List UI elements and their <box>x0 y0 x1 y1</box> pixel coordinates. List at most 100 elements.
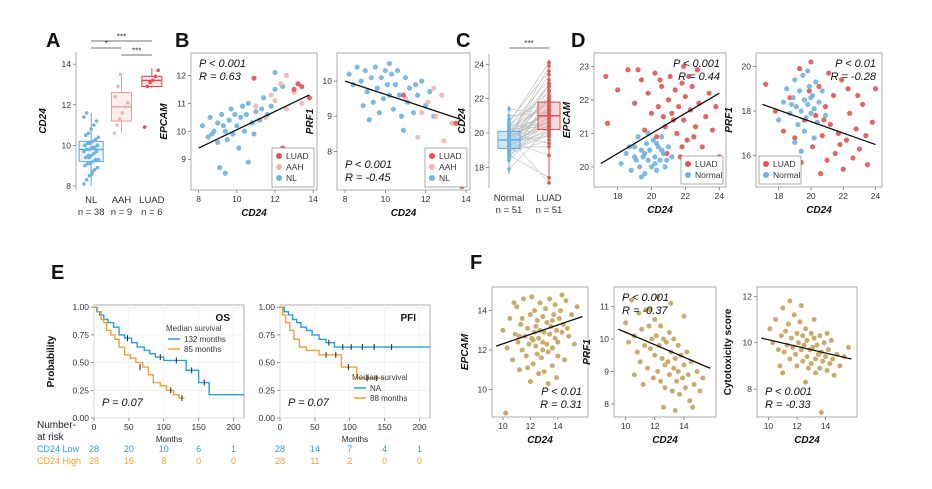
data-point-normal <box>801 128 808 134</box>
data-point-normal <box>642 171 648 177</box>
data-point-aah <box>433 113 439 119</box>
x-tick-label: 20 <box>647 191 657 201</box>
data-point-luad <box>547 120 551 125</box>
data-point-nl <box>90 171 94 176</box>
data-point-nl <box>354 64 360 70</box>
data-point <box>671 365 677 371</box>
data-point-luad <box>547 126 551 130</box>
p-value: P = 0.07 <box>102 397 144 409</box>
data-point-nl <box>218 111 225 118</box>
data-point-luad <box>657 77 663 83</box>
r-value: R = -0.33 <box>765 399 811 411</box>
data-point-nl <box>253 109 259 115</box>
x-tick-label: 20 <box>806 191 816 201</box>
data-point <box>628 297 634 303</box>
data-point-luad <box>830 92 837 99</box>
data-point-nl <box>346 71 352 77</box>
data-point-nl <box>427 89 433 95</box>
significance-label: *** <box>117 33 126 42</box>
data-point-luad <box>547 69 551 73</box>
data-point-luad <box>821 117 827 123</box>
data-point <box>798 303 804 309</box>
data-point <box>545 381 551 387</box>
data-point-luad <box>699 144 705 150</box>
risk-count: 20 <box>124 444 134 454</box>
plot-frame <box>279 304 431 419</box>
data-point <box>767 326 773 332</box>
y-tick-label: 8 <box>747 384 752 394</box>
data-point <box>549 363 555 369</box>
y-axis-label: PRF1 <box>305 108 316 134</box>
data-point-nl <box>245 159 251 165</box>
data-point <box>564 325 570 331</box>
risk-count: 11 <box>310 456 319 466</box>
x-tick-label: 12 <box>526 421 536 431</box>
risk-row-label: CD24 High <box>37 456 81 466</box>
data-point <box>797 319 803 325</box>
data-point <box>512 331 518 337</box>
panel-letter-e: E <box>51 262 64 284</box>
plot-frame <box>491 286 589 418</box>
x-tick-label: 12 <box>270 194 280 204</box>
p-value: P = 0.07 <box>288 397 330 409</box>
data-point-nl <box>91 159 95 164</box>
data-point <box>574 304 580 310</box>
data-point-normal <box>645 157 651 163</box>
data-point-luad <box>797 66 803 72</box>
data-point <box>552 335 558 341</box>
p-value: P < 0.001 <box>673 58 720 70</box>
y-tick-label: 11 <box>600 302 609 312</box>
data-point-nl <box>259 106 265 112</box>
data-point-nl <box>374 85 380 91</box>
data-point <box>773 317 779 322</box>
data-point <box>808 361 814 367</box>
data-point-normal <box>632 144 638 150</box>
data-point <box>681 362 687 368</box>
data-point-nl <box>88 161 93 166</box>
data-point-luad <box>400 92 407 98</box>
data-point <box>665 359 671 365</box>
data-point <box>555 353 561 359</box>
data-point-luad <box>547 181 551 185</box>
data-point <box>562 357 568 363</box>
legend-label: AAH <box>439 162 456 172</box>
y-tick-label: 20 <box>742 61 752 71</box>
data-point-nl <box>224 137 230 143</box>
data-point <box>526 341 532 347</box>
legend-label: Normal <box>695 170 723 180</box>
data-point <box>544 319 550 325</box>
data-point-luad <box>156 68 160 73</box>
data-point <box>800 358 806 364</box>
data-point <box>788 335 794 341</box>
data-point <box>825 347 831 353</box>
data-point-luad <box>547 98 551 103</box>
data-point-nl <box>260 95 267 101</box>
data-point-normal <box>642 150 648 157</box>
data-point-normal <box>790 95 796 101</box>
significance-label: *** <box>524 39 533 48</box>
legend-marker <box>763 161 769 167</box>
category-label: LUAD <box>139 195 164 206</box>
y-axis-label: EPCAM <box>460 333 471 370</box>
data-point <box>534 317 540 323</box>
data-point-nl <box>95 165 100 170</box>
data-point-luad <box>635 67 641 73</box>
data-point <box>547 296 553 302</box>
data-point-normal <box>507 167 511 171</box>
data-point-luad <box>667 73 673 80</box>
data-point-nl <box>368 74 374 81</box>
x-tick-label: 8 <box>196 194 201 204</box>
data-point-luad <box>547 84 551 89</box>
pair-line <box>508 127 550 170</box>
data-point <box>542 306 548 312</box>
p-value: P < 0.001 <box>765 386 812 398</box>
data-point-normal <box>819 88 825 94</box>
legend-label: 85 months <box>184 345 221 354</box>
data-point-normal <box>647 147 653 153</box>
data-point-normal <box>507 107 511 111</box>
plot-frame <box>755 52 883 188</box>
